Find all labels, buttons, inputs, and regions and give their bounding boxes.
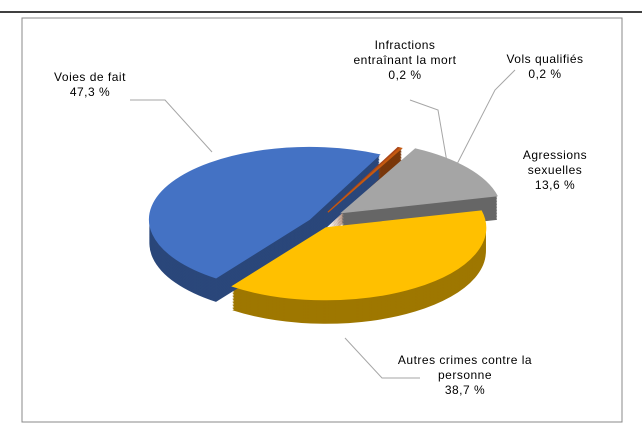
value-label: 0,2 % (388, 68, 422, 82)
leader-line (454, 69, 516, 169)
slice (327, 147, 403, 213)
value-label: 38,7 % (444, 383, 486, 397)
category-label: Autres crimes contre la personne (397, 353, 533, 382)
slice (340, 148, 498, 214)
category-label: Voies de fait (54, 70, 126, 84)
value-label: 13,6 % (534, 178, 576, 192)
slice (231, 210, 487, 301)
leader-lines (130, 69, 516, 379)
category-label: Agressions sexuelles (522, 148, 588, 177)
value-label: 0,2 % (528, 67, 562, 81)
value-label: 47,3 % (69, 85, 111, 99)
leader-line (409, 99, 449, 169)
category-label: Vols qualifiés (506, 52, 584, 66)
slice (148, 146, 381, 279)
pie (148, 146, 498, 324)
category-label: Infractions entraînant la mort (353, 38, 457, 67)
leader-line (344, 337, 420, 379)
leader-line (130, 99, 213, 153)
